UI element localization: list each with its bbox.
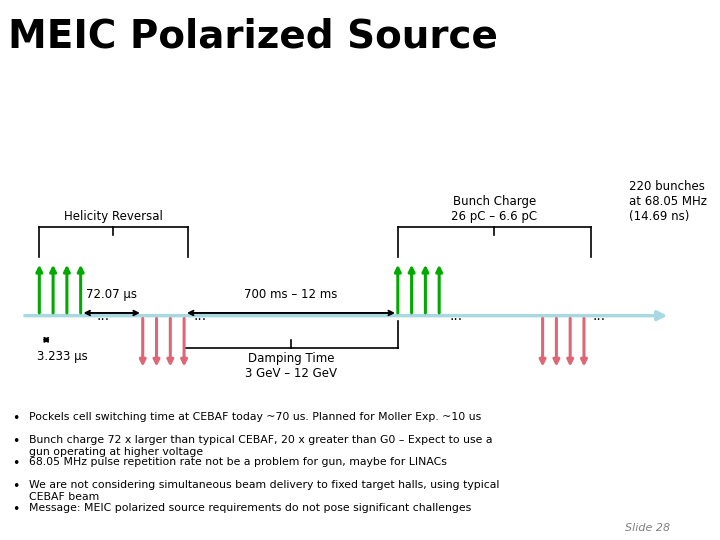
- Text: Bunch charge 72 x larger than typical CEBAF, 20 x greater than G0 – Expect to us: Bunch charge 72 x larger than typical CE…: [29, 435, 492, 456]
- Text: •: •: [12, 480, 19, 493]
- Text: Message: MEIC polarized source requirements do not pose significant challenges: Message: MEIC polarized source requireme…: [29, 503, 471, 512]
- Text: Damping Time
3 GeV – 12 GeV: Damping Time 3 GeV – 12 GeV: [245, 352, 337, 380]
- Text: Pockels cell switching time at CEBAF today ~70 us. Planned for Moller Exp. ~10 u: Pockels cell switching time at CEBAF tod…: [29, 413, 481, 422]
- Text: •: •: [12, 503, 19, 516]
- Text: Bunch Charge
26 pC – 6.6 pC: Bunch Charge 26 pC – 6.6 pC: [451, 195, 537, 222]
- Text: ...: ...: [449, 309, 463, 323]
- Text: Helicity Reversal: Helicity Reversal: [64, 210, 163, 222]
- Text: ...: ...: [193, 309, 206, 323]
- Text: ...: ...: [96, 309, 109, 323]
- Text: •: •: [12, 435, 19, 448]
- Text: •: •: [12, 457, 19, 470]
- Text: •: •: [12, 413, 19, 426]
- Text: We are not considering simultaneous beam delivery to fixed target halls, using t: We are not considering simultaneous beam…: [29, 480, 500, 502]
- Text: 700 ms – 12 ms: 700 ms – 12 ms: [244, 288, 338, 301]
- Text: Slide 28: Slide 28: [625, 523, 670, 533]
- Text: 3.233 μs: 3.233 μs: [37, 349, 88, 362]
- Text: 68.05 MHz pulse repetition rate not be a problem for gun, maybe for LINACs: 68.05 MHz pulse repetition rate not be a…: [29, 457, 447, 468]
- Text: ...: ...: [593, 309, 606, 323]
- Text: MEIC Polarized Source: MEIC Polarized Source: [9, 17, 498, 56]
- Text: 72.07 μs: 72.07 μs: [86, 288, 138, 301]
- Text: 220 bunches
at 68.05 MHz
(14.69 ns): 220 bunches at 68.05 MHz (14.69 ns): [629, 180, 707, 222]
